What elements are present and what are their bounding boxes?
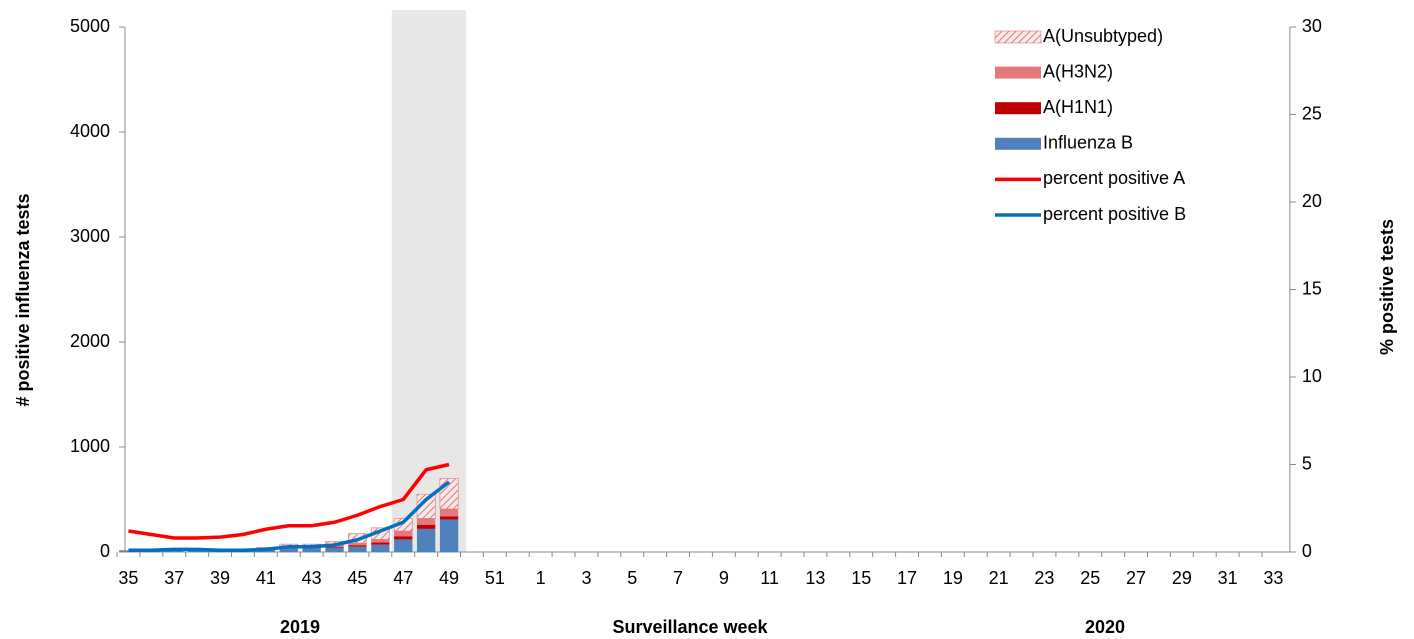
x-tick-label: 39 (210, 568, 230, 588)
x-tick-label: 35 (118, 568, 138, 588)
x-tick-label: 3 (581, 568, 591, 588)
x-tick-label: 1 (536, 568, 546, 588)
x-tick-label: 9 (719, 568, 729, 588)
legend-label: percent positive B (1043, 204, 1186, 224)
year-label: 2019 (280, 617, 320, 637)
x-axis-title: Surveillance week (612, 617, 768, 637)
x-tick-label: 15 (851, 568, 871, 588)
x-tick-label: 27 (1126, 568, 1146, 588)
x-tick-label: 41 (256, 568, 276, 588)
y2-tick-label: 0 (1302, 541, 1312, 561)
bar-segment (416, 528, 436, 552)
bar-segment (348, 543, 367, 546)
x-tick-label: 43 (302, 568, 322, 588)
x-tick-label: 31 (1218, 568, 1238, 588)
x-tick-label: 37 (164, 568, 184, 588)
line-series (128, 480, 451, 552)
bar-segment (371, 542, 390, 545)
y2-tick-label: 30 (1302, 16, 1322, 36)
y-tick-label: 2000 (70, 331, 110, 351)
highlight-band (391, 10, 467, 552)
bar-segment (416, 524, 436, 529)
y-tick-label: 1000 (70, 436, 110, 456)
x-tick-label: 29 (1172, 568, 1192, 588)
y2-tick-label: 20 (1302, 191, 1322, 211)
legend-label: Influenza B (1043, 133, 1133, 153)
bar-segment (394, 531, 413, 537)
bar-segment (416, 518, 436, 525)
x-tick-label: 49 (439, 568, 459, 588)
x-tick-label: 21 (989, 568, 1009, 588)
x-tick-label: 23 (1034, 568, 1054, 588)
bar-segment (371, 544, 390, 552)
x-tick-label: 47 (393, 568, 413, 588)
bar-segment (439, 516, 459, 520)
y2-tick-label: 10 (1302, 366, 1322, 386)
bar-segment (325, 546, 344, 548)
bar-segment (302, 547, 321, 552)
x-tick-label: 51 (485, 568, 505, 588)
bar-segment (394, 539, 413, 552)
legend-swatch (995, 66, 1041, 79)
x-tick-label: 19 (943, 568, 963, 588)
x-tick-label: 7 (673, 568, 683, 588)
legend-swatch (995, 137, 1041, 150)
bar-segment (279, 547, 298, 552)
y2-tick-label: 15 (1302, 278, 1322, 298)
y-tick-label: 5000 (70, 16, 110, 36)
bar-segment (439, 508, 459, 517)
x-tick-label: 5 (627, 568, 637, 588)
y-tick-label: 3000 (70, 226, 110, 246)
legend-label: A(Unsubtyped) (1043, 26, 1163, 46)
y-tick-label: 4000 (70, 121, 110, 141)
bar-segment (348, 546, 367, 552)
x-tick-label: 11 (760, 568, 779, 588)
y2-tick-label: 25 (1302, 103, 1322, 123)
year-label: 2020 (1085, 617, 1125, 637)
legend-label: A(H3N2) (1043, 61, 1113, 81)
x-tick-label: 25 (1080, 568, 1100, 588)
x-tick-label: 13 (805, 568, 825, 588)
y-axis-title: # positive influenza tests (13, 193, 33, 406)
y2-axis-title: % positive tests (1377, 219, 1397, 355)
x-tick-label: 45 (347, 568, 367, 588)
line-series (128, 462, 450, 540)
bar-segment (371, 539, 390, 543)
legend-label: A(H1N1) (1043, 97, 1113, 117)
legend-swatch (994, 30, 1042, 44)
bar-segment (439, 519, 459, 552)
bar-segment (325, 547, 344, 552)
bar-segment (394, 536, 413, 540)
x-tick-label: 33 (1263, 568, 1283, 588)
legend-swatch (995, 102, 1041, 115)
x-tick-label: 17 (897, 568, 917, 588)
y-tick-label: 0 (100, 541, 110, 561)
bar-segment (348, 545, 367, 547)
legend-label: percent positive A (1043, 168, 1185, 188)
y2-tick-label: 5 (1302, 453, 1312, 473)
